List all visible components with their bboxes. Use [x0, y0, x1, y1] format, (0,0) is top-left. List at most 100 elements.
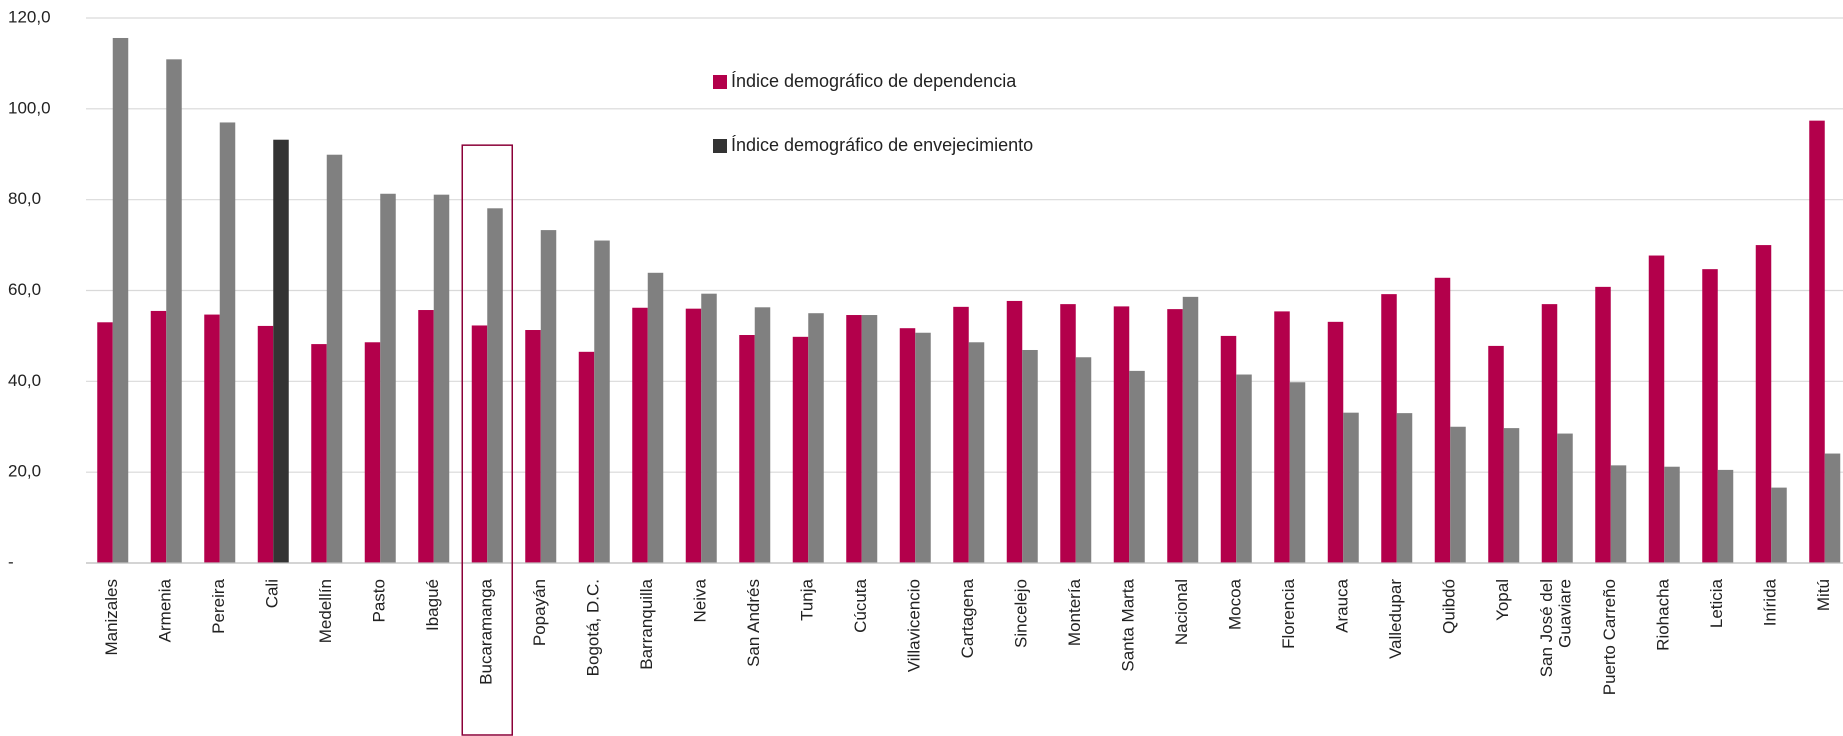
bar — [808, 313, 824, 563]
bar — [1541, 304, 1558, 563]
x-tick-label: Bogotá, D.C. — [584, 579, 603, 676]
bar — [166, 59, 182, 564]
bar — [1809, 120, 1825, 564]
x-tick-label: Arauca — [1333, 578, 1352, 632]
x-tick-label: Neiva — [691, 578, 710, 622]
bar — [1274, 311, 1290, 563]
bar — [1824, 453, 1841, 563]
bar — [846, 315, 862, 563]
bar — [150, 310, 167, 563]
bar — [968, 342, 985, 563]
bar — [326, 154, 343, 563]
x-tick-label: Manizales — [102, 579, 121, 656]
legend-swatch — [713, 139, 727, 153]
legend: Índice demográfico de dependencia Índice … — [713, 71, 1033, 155]
bar — [1182, 296, 1199, 563]
bar — [1434, 277, 1451, 563]
x-tick-label: Villavicencio — [905, 579, 924, 672]
x-tick-label: Florencia — [1279, 578, 1298, 648]
bar — [112, 37, 129, 563]
x-tick-label: Pasto — [370, 579, 389, 622]
x-tick-label: Puerto Carreño — [1600, 579, 1619, 695]
legend-label: Índice demográfico de dependencia — [731, 71, 1017, 91]
bar — [273, 139, 289, 563]
bar — [701, 293, 717, 563]
x-tick-label: Quibdó — [1440, 579, 1459, 634]
x-tick-label: Mitú — [1814, 579, 1833, 611]
bar — [739, 335, 755, 563]
bar — [1006, 300, 1023, 563]
bar — [1450, 426, 1466, 563]
bar — [861, 315, 878, 563]
bar — [594, 240, 610, 563]
y-tick-label: 100,0 — [8, 98, 51, 117]
x-tick-label: Santa Marta — [1119, 578, 1138, 671]
x-tick-label: Inírida — [1761, 578, 1780, 626]
bar — [311, 344, 327, 563]
bar — [1022, 349, 1038, 563]
bar — [792, 336, 809, 563]
x-tick-label: Tunja — [798, 578, 817, 620]
bar — [1381, 294, 1397, 563]
bar — [257, 325, 274, 563]
bar — [380, 193, 396, 563]
bar — [1702, 269, 1718, 563]
x-tick-label: Armenia — [156, 578, 175, 642]
bar — [433, 194, 450, 563]
bar — [1648, 255, 1665, 563]
bar — [1236, 374, 1252, 563]
y-tick-label: - — [8, 552, 14, 571]
x-tick-label: Nacional — [1172, 579, 1191, 645]
bar — [525, 330, 541, 563]
bar — [953, 306, 969, 563]
x-tick-label: Valledupar — [1386, 579, 1405, 659]
bar — [685, 308, 702, 563]
legend-label: Índice demográfico de envejecimiento — [731, 135, 1033, 155]
bar — [1343, 412, 1359, 563]
bar — [1771, 487, 1787, 563]
y-tick-label: 40,0 — [8, 371, 41, 390]
bar — [632, 307, 648, 563]
x-tick-label: Montería — [1065, 578, 1084, 646]
x-tick-label: San José delGuaviare — [1537, 579, 1575, 677]
x-tick-label: Medellín — [316, 579, 335, 643]
bar — [97, 322, 113, 563]
y-tick-label: 80,0 — [8, 189, 41, 208]
x-tick-label: Barranquilla — [637, 578, 656, 669]
legend-swatch — [713, 75, 727, 89]
bar — [204, 314, 220, 563]
bar — [1610, 465, 1627, 563]
x-tick-label: Cali — [263, 579, 282, 608]
bar — [1396, 413, 1413, 563]
x-tick-label: Cartagena — [958, 578, 977, 658]
x-tick-label: Cúcuta — [851, 578, 870, 632]
bar — [487, 208, 503, 563]
x-tick-label: Popayán — [530, 579, 549, 646]
x-tick-label: Yopal — [1493, 579, 1512, 621]
bar — [1220, 335, 1237, 563]
x-tick-label: Sincelejo — [1012, 579, 1031, 648]
bar — [471, 325, 488, 563]
bar — [364, 342, 381, 563]
bar — [1503, 428, 1520, 563]
x-tick-label: Bucaramanga — [477, 578, 496, 684]
y-tick-label: 60,0 — [8, 280, 41, 299]
bar — [1167, 309, 1183, 563]
x-tick-label: Pereira — [209, 578, 228, 633]
bar — [418, 310, 434, 563]
bar — [1557, 433, 1573, 563]
bar — [899, 328, 916, 563]
bar — [1060, 304, 1076, 563]
bar — [219, 122, 236, 563]
bar — [1075, 357, 1092, 563]
x-tick-label: Mocoa — [1226, 578, 1245, 630]
x-tick-label: San Andrés — [744, 579, 763, 667]
bar — [1717, 469, 1734, 563]
bar — [1289, 382, 1306, 563]
bar — [540, 230, 557, 564]
bar — [1755, 245, 1772, 564]
highlight-box — [461, 144, 513, 736]
y-tick-label: 120,0 — [8, 7, 51, 26]
bar — [1327, 321, 1344, 563]
